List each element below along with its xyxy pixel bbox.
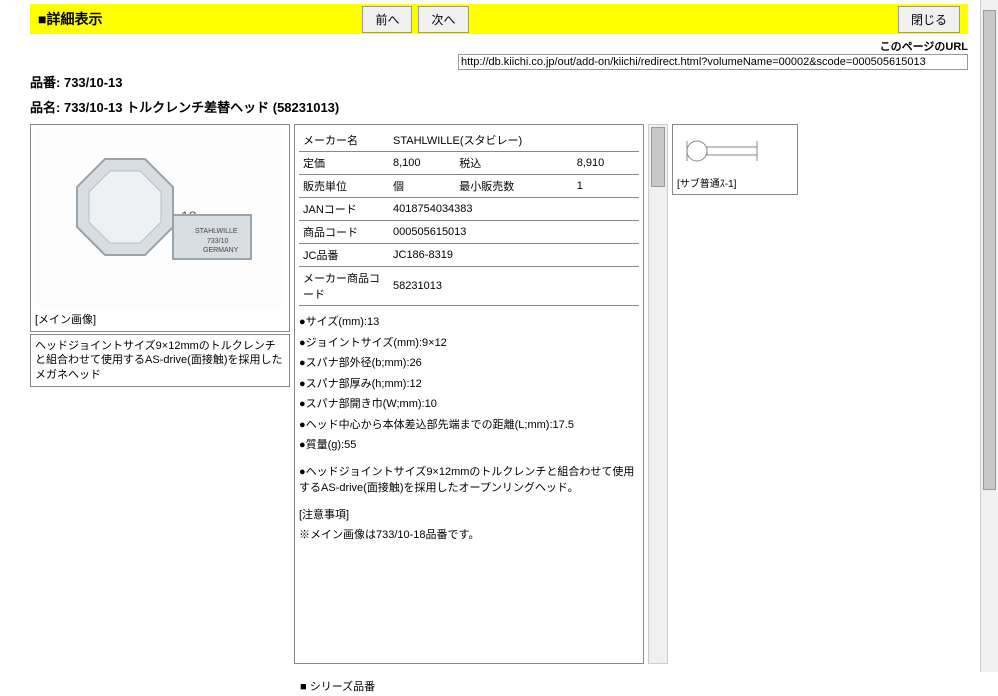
left-column: 18 STAHLWILLE 733/10 GERMANY [メイン画像] ヘッド… <box>30 124 290 664</box>
minqty-value: 1 <box>573 175 639 198</box>
next-button[interactable]: 次へ <box>418 6 468 33</box>
table-row: JANコード4018754034383 <box>299 198 639 221</box>
jan-label: JANコード <box>299 198 389 221</box>
bullet: ●スパナ部厚み(h;mm):12 <box>299 376 639 393</box>
table-row: 販売単位個最小販売数1 <box>299 175 639 198</box>
left-description: ヘッドジョイントサイズ9×12mmのトルクレンチと組合わせて使用するAS-dri… <box>30 334 290 387</box>
hinban-label: 品番: <box>30 75 60 90</box>
jc-label: JC品番 <box>299 244 389 267</box>
scrollbar-thumb[interactable] <box>651 127 665 187</box>
hinmei-row: 品名: 733/10-13 トルクレンチ差替ヘッド (58231013) <box>30 97 968 116</box>
thumbnail-column: [サブ普通ｽ-1] <box>672 124 802 664</box>
header-bar: ■詳細表示 前へ 次へ 閉じる <box>30 4 968 34</box>
product-image: 18 STAHLWILLE 733/10 GERMANY <box>35 129 283 309</box>
description-block: ●サイズ(mm):13 ●ジョイントサイズ(mm):9×12 ●スパナ部外径(b… <box>299 314 639 544</box>
url-input[interactable] <box>458 54 968 70</box>
main-area: 18 STAHLWILLE 733/10 GERMANY [メイン画像] ヘッド… <box>30 124 968 664</box>
zeikomi-value: 8,910 <box>573 152 639 175</box>
close-button[interactable]: 閉じる <box>898 6 960 33</box>
inner-scrollbar[interactable] <box>648 124 668 664</box>
bullet: ●ヘッド中心から本体差込部先端までの距離(L;mm):17.5 <box>299 417 639 434</box>
makercode-value: 58231013 <box>389 267 639 306</box>
note-text: ※メイン画像は733/10-18品番です。 <box>299 527 639 544</box>
page-scrollbar[interactable] <box>980 0 998 672</box>
teika-label: 定価 <box>299 152 389 175</box>
svg-text:733/10: 733/10 <box>207 238 229 245</box>
spec-table: メーカー名STAHLWILLE(スタビレー) 定価8,100税込8,910 販売… <box>299 129 639 306</box>
svg-text:STAHLWILLE: STAHLWILLE <box>195 228 238 235</box>
shohin-value: 000505615013 <box>389 221 639 244</box>
maker-value: STAHLWILLE(スタビレー) <box>389 129 639 152</box>
jc-value: JC186-8319 <box>389 244 639 267</box>
spec-column: メーカー名STAHLWILLE(スタビレー) 定価8,100税込8,910 販売… <box>294 124 644 664</box>
page-title: ■詳細表示 <box>38 9 102 29</box>
table-row: メーカー商品コード58231013 <box>299 267 639 306</box>
makercode-label: メーカー商品コード <box>299 267 389 306</box>
hinban-row: 品番: 733/10-13 <box>30 72 968 91</box>
prev-button[interactable]: 前へ <box>362 6 412 33</box>
bullet: ●スパナ部開き巾(W;mm):10 <box>299 396 639 413</box>
table-row: JC品番JC186-8319 <box>299 244 639 267</box>
nav-buttons: 前へ 次へ <box>362 6 468 33</box>
url-row: このページのURL <box>30 38 968 54</box>
note-label: [注意事項] <box>299 507 639 524</box>
far-right-spacer <box>806 124 966 664</box>
table-row: 商品コード000505615013 <box>299 221 639 244</box>
url-label: このページのURL <box>880 38 968 54</box>
thumbnail-caption: [サブ普通ｽ-1] <box>677 175 793 190</box>
bullet: ●サイズ(mm):13 <box>299 314 639 331</box>
hinmei-value: 733/10-13 トルクレンチ差替ヘッド (58231013) <box>64 100 339 115</box>
table-row: メーカー名STAHLWILLE(スタビレー) <box>299 129 639 152</box>
zeikomi-label: 税込 <box>455 152 572 175</box>
thumbnail-box[interactable]: [サブ普通ｽ-1] <box>672 124 798 195</box>
jan-value: 4018754034383 <box>389 198 639 221</box>
hinmei-label: 品名: <box>30 100 60 115</box>
series-label: シリーズ品番 <box>300 678 998 694</box>
main-image-box: 18 STAHLWILLE 733/10 GERMANY [メイン画像] <box>30 124 290 332</box>
unit-label: 販売単位 <box>299 175 389 198</box>
main-image-caption: [メイン画像] <box>35 311 285 327</box>
hinban-value: 733/10-13 <box>64 75 123 90</box>
minqty-label: 最小販売数 <box>455 175 572 198</box>
maker-label: メーカー名 <box>299 129 389 152</box>
shohin-label: 商品コード <box>299 221 389 244</box>
thumbnail-image <box>677 129 793 173</box>
bullet: ●ジョイントサイズ(mm):9×12 <box>299 335 639 352</box>
page-scrollbar-thumb[interactable] <box>983 10 996 490</box>
teika-value: 8,100 <box>389 152 455 175</box>
bullet: ●質量(g):55 <box>299 437 639 454</box>
table-row: 定価8,100税込8,910 <box>299 152 639 175</box>
paragraph: ●ヘッドジョイントサイズ9×12mmのトルクレンチと組合わせて使用するAS-dr… <box>299 464 639 497</box>
svg-text:GERMANY: GERMANY <box>203 247 239 254</box>
bullet: ●スパナ部外径(b;mm):26 <box>299 355 639 372</box>
unit-value: 個 <box>389 175 455 198</box>
